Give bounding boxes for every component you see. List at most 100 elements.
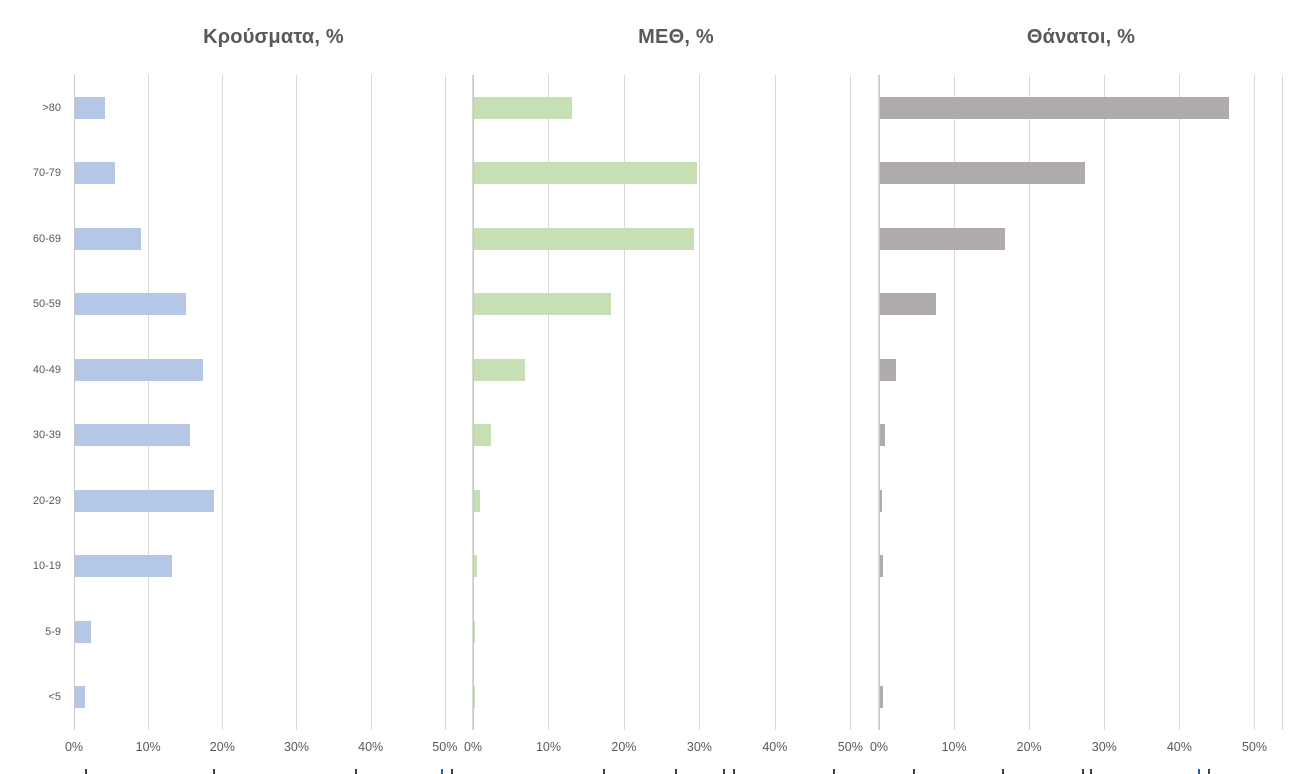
bar->80 xyxy=(880,96,1230,119)
bar-40-49 xyxy=(880,358,896,381)
gridline-50% xyxy=(444,75,446,730)
cropped-text-mark xyxy=(603,769,605,774)
bar-70-79 xyxy=(880,162,1085,185)
chart-body xyxy=(879,75,1283,730)
chart-icu: ΜΕΘ, % 0% 10% 20% 30% 40% 50% xyxy=(464,0,879,760)
bar-60-69 xyxy=(880,227,1006,250)
bar-40-49 xyxy=(75,358,203,381)
x-tick-label: 20% xyxy=(611,740,637,754)
x-tick-label: 20% xyxy=(1016,740,1042,754)
bar-40-49 xyxy=(474,358,526,381)
plot-area-cases xyxy=(74,75,473,730)
x-axis-cases: 0% 10% 20% 30% 40% 50% xyxy=(65,730,473,760)
gridline-10% xyxy=(954,75,956,730)
x-tick-label: 50% xyxy=(432,740,458,754)
x-tick-label: 10% xyxy=(535,740,561,754)
bar-20-29 xyxy=(880,489,883,512)
chart-title-row: Θάνατοι, % xyxy=(879,0,1283,75)
cropped-text-mark xyxy=(723,769,725,774)
cropped-text-mark xyxy=(213,769,215,774)
cropped-text-mark xyxy=(1208,769,1210,774)
category-label: 20-29 xyxy=(32,494,61,507)
cropped-text-mark xyxy=(355,769,357,774)
x-tick-label: 30% xyxy=(1091,740,1117,754)
bar-30-39 xyxy=(880,424,885,447)
cropped-text-mark xyxy=(833,769,835,774)
gridline-30% xyxy=(699,75,701,730)
bar-10-19 xyxy=(880,555,883,578)
bar-10-19 xyxy=(474,555,478,578)
bar-50-59 xyxy=(474,293,611,316)
chart-title-row: Κρούσματα, % xyxy=(0,0,473,75)
chart-body xyxy=(473,75,879,730)
plot-area-icu xyxy=(473,75,879,730)
bar-5-9 xyxy=(474,620,476,643)
bar-20-29 xyxy=(75,489,215,512)
cropped-text-mark xyxy=(733,769,735,774)
gridline-0% xyxy=(879,75,880,730)
x-tick-label: 40% xyxy=(762,740,788,754)
x-tick-label: 50% xyxy=(837,740,863,754)
x-tick-label: 40% xyxy=(1166,740,1192,754)
x-tick-label: 0% xyxy=(869,740,889,754)
bar-30-39 xyxy=(75,424,190,447)
x-tick-label: 20% xyxy=(209,740,235,754)
x-tick-label: 30% xyxy=(686,740,712,754)
cropped-text-mark xyxy=(1198,769,1200,774)
gridline-40% xyxy=(1179,75,1181,730)
chart-cases: Κρούσματα, % >80 70-79 60-69 50-59 40-49 30-3… xyxy=(0,0,473,760)
gridline-10% xyxy=(148,75,150,730)
bar-<5 xyxy=(474,686,475,709)
plot-right-border xyxy=(878,75,879,730)
cropped-text-mark xyxy=(441,769,443,774)
category-label: 5-9 xyxy=(45,625,61,638)
gridline-20% xyxy=(222,75,224,730)
gridline-20% xyxy=(1029,75,1031,730)
bar-<5 xyxy=(880,686,883,709)
bar-50-59 xyxy=(880,293,937,316)
plot-area-deaths xyxy=(879,75,1283,730)
cropped-text-mark xyxy=(1082,769,1084,774)
category-label: 60-69 xyxy=(32,232,61,245)
chart-body: >80 70-79 60-69 50-59 40-49 30-39 20-29 10-19 5-… xyxy=(0,75,473,730)
category-label: 10-19 xyxy=(32,560,61,573)
category-label: <5 xyxy=(48,691,61,704)
gridline-40% xyxy=(370,75,372,730)
x-tick-label: 10% xyxy=(941,740,967,754)
gridline-40% xyxy=(774,75,776,730)
bar-<5 xyxy=(75,686,86,709)
gridline-50% xyxy=(1254,75,1256,730)
chart-title-row: ΜΕΘ, % xyxy=(473,0,879,75)
bar-50-59 xyxy=(75,293,186,316)
bar-60-69 xyxy=(75,227,141,250)
category-label: 40-49 xyxy=(32,363,61,376)
bar-10-19 xyxy=(75,555,173,578)
x-tick-label: 0% xyxy=(463,740,483,754)
bar->80 xyxy=(474,96,573,119)
x-tick-label: 30% xyxy=(283,740,309,754)
x-tick-label: 50% xyxy=(1241,740,1267,754)
bar-70-79 xyxy=(75,162,116,185)
gridline-0% xyxy=(473,75,474,730)
category-axis-labels: >80 70-79 60-69 50-59 40-49 30-39 20-29 10-19 5-… xyxy=(0,75,74,730)
cropped-text-mark xyxy=(451,769,453,774)
bar-30-39 xyxy=(474,424,492,447)
cropped-text-mark xyxy=(913,769,915,774)
x-axis-deaths: 0% 10% 20% 30% 40% 50% xyxy=(870,730,1283,760)
bar->80 xyxy=(75,96,105,119)
cropped-text-mark xyxy=(85,769,87,774)
bar-5-9 xyxy=(75,620,91,643)
cropped-text-mark xyxy=(675,769,677,774)
chart-title-icu: ΜΕΘ, % xyxy=(638,26,714,48)
bar-70-79 xyxy=(474,162,697,185)
plot-right-border xyxy=(472,75,473,730)
gridline-30% xyxy=(296,75,298,730)
gridline-10% xyxy=(548,75,550,730)
chart-deaths: Θάνατοι, % 0% 10% 20% 30% 40% 50% xyxy=(870,0,1283,760)
category-label: 50-59 xyxy=(32,298,61,311)
cropped-text-mark xyxy=(1090,769,1092,774)
gridline-20% xyxy=(623,75,625,730)
category-label: 30-39 xyxy=(32,429,61,442)
chart-title-cases: Κρούσματα, % xyxy=(203,26,344,48)
